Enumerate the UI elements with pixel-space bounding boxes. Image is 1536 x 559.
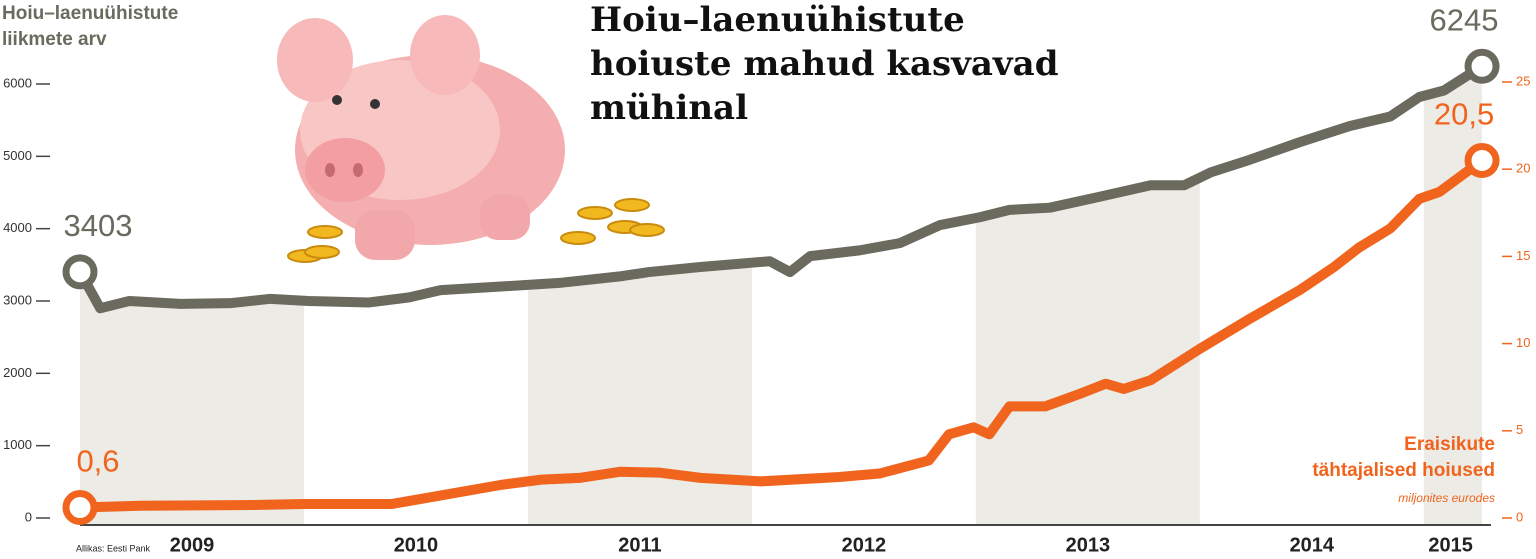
y-tick-label: 3000: [3, 292, 32, 307]
x-tick-label: 2014: [1290, 534, 1335, 556]
y-axis-title: liikmete arv: [2, 29, 107, 50]
y-tick-label: 0: [25, 509, 32, 524]
title-line: hoiuste mahud kasvavad: [590, 44, 1058, 84]
y-axis-title: Hoiu–laenuühistute: [2, 3, 178, 24]
data-label: 20,5: [1434, 97, 1494, 132]
y2-tick-label: 25: [1516, 73, 1530, 88]
x-tick-label: 2010: [394, 534, 439, 556]
end-marker: [62, 254, 98, 290]
y2-tick-label: 0: [1516, 509, 1523, 524]
piggy-bank: [277, 15, 665, 263]
series-line: [79, 156, 1486, 513]
data-label: 6245: [1430, 2, 1499, 37]
end-marker: [62, 490, 98, 526]
y2-unit: miljonites eurodes: [1398, 491, 1495, 505]
data-label: 3403: [64, 208, 133, 243]
x-tick-label: 2011: [618, 534, 661, 556]
y-tick-label: 6000: [3, 75, 32, 90]
y2-tick-label: 20: [1516, 161, 1530, 176]
data-label: 0,6: [76, 444, 119, 479]
title-line: Hoiu–laenuühistute: [590, 0, 965, 40]
y-tick-label: 5000: [3, 148, 32, 163]
source: Allikas: Eesti Pank: [76, 543, 151, 553]
y2-tick-label: 5: [1516, 422, 1523, 437]
y-tick-label: 2000: [3, 365, 32, 380]
y2-tick-label: 10: [1516, 335, 1530, 350]
end-marker: [1464, 48, 1500, 84]
y-tick-label: 4000: [3, 220, 32, 235]
x-tick-label: 2013: [1066, 534, 1111, 556]
y2-axis-title: tähtajalised hoiused: [1312, 460, 1495, 481]
series-line: [75, 62, 1485, 314]
x-tick-label: 2012: [842, 534, 887, 556]
title-line: mühinal: [590, 88, 748, 128]
y2-axis-title: Eraisikute: [1404, 434, 1495, 455]
y2-tick-label: 15: [1516, 248, 1530, 263]
x-tick-label: 2015: [1428, 534, 1473, 556]
y-tick-label: 1000: [3, 437, 32, 452]
year-band: [1423, 66, 1483, 525]
x-tick-label: 2009: [170, 534, 215, 556]
end-marker: [1464, 142, 1500, 178]
